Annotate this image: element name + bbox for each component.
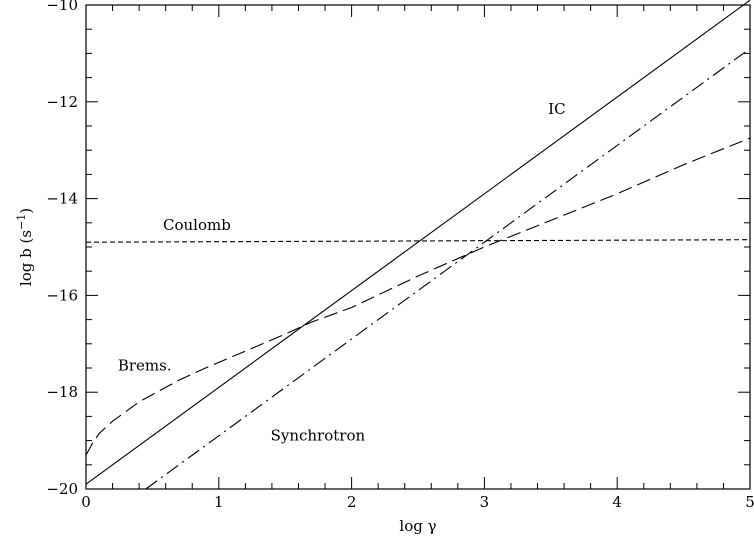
series-brems-line <box>85 137 751 456</box>
series-coulomb-line <box>85 239 751 243</box>
x-tick-label: 2 <box>347 493 357 511</box>
annotation-synchrotron: Synchrotron <box>271 427 366 445</box>
y-tick-label: −14 <box>46 190 78 208</box>
y-axis-label: log b (s−1) <box>15 208 35 286</box>
y-tick-label: −12 <box>46 93 78 111</box>
y-tick-label: −18 <box>46 383 78 401</box>
plot-frame <box>85 4 751 490</box>
y-tick-label: −10 <box>46 0 78 14</box>
x-tick-label: 5 <box>745 493 754 511</box>
series-lines <box>85 0 751 490</box>
annotation-brems: Brems. <box>118 356 172 374</box>
x-axis-label: log γ <box>399 517 436 535</box>
series-synchrotron-line <box>145 48 751 490</box>
y-tick-label: −20 <box>46 480 78 498</box>
annotation-coulomb: Coulomb <box>163 216 231 234</box>
x-tick-label: 4 <box>612 493 622 511</box>
x-tick-label: 1 <box>214 493 224 511</box>
series-annotations: IC Coulomb Brems. Synchrotron <box>118 100 566 445</box>
x-tick-label: 0 <box>81 493 91 511</box>
axis-ticks: 0 1 2 3 4 5 −10 −12 −14 −16 −18 −20 <box>46 0 754 511</box>
annotation-ic: IC <box>548 100 565 118</box>
series-ic-line <box>85 0 751 485</box>
y-tick-label: −16 <box>46 286 78 304</box>
x-tick-label: 3 <box>480 493 490 511</box>
